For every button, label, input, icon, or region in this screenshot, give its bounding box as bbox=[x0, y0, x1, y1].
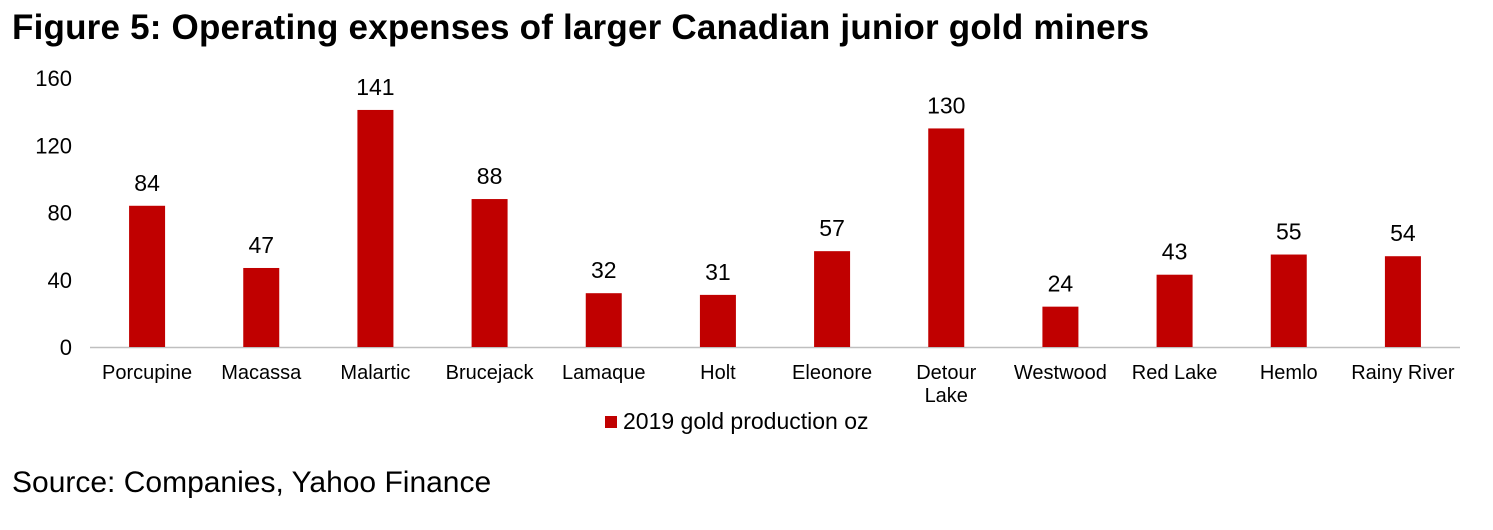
value-labels: 84 47 141 88 32 31 57 130 24 43 55 54 bbox=[134, 74, 1416, 297]
bar-value-label: 84 bbox=[134, 170, 160, 196]
x-tick-label: Hemlo bbox=[1260, 362, 1318, 384]
y-tick-label: 0 bbox=[60, 335, 72, 360]
bar bbox=[1270, 254, 1307, 347]
x-tick-label: Lake bbox=[925, 385, 968, 407]
figure-source: Source: Companies, Yahoo Finance bbox=[12, 466, 492, 499]
bar-chart: 0 40 80 120 160 84 47 141 88 32 31 57 130 24 43 55 54 P… bbox=[35, 66, 1460, 434]
y-tick-label: 80 bbox=[48, 201, 72, 226]
y-tick-label: 120 bbox=[35, 133, 72, 158]
bar bbox=[928, 128, 965, 347]
x-tick-label: Macassa bbox=[221, 362, 302, 384]
bar bbox=[585, 293, 622, 347]
bar-value-label: 43 bbox=[1162, 239, 1188, 265]
x-tick-label: Brucejack bbox=[446, 362, 535, 384]
y-tick-label: 40 bbox=[48, 268, 72, 293]
x-tick-label: Holt bbox=[700, 362, 736, 384]
x-tick-label: Westwood bbox=[1014, 362, 1107, 384]
bar bbox=[699, 294, 736, 347]
x-tick-label: Detour bbox=[916, 362, 976, 384]
y-axis-labels: 0 40 80 120 160 bbox=[35, 66, 72, 360]
x-tick-label: Red Lake bbox=[1132, 362, 1218, 384]
bar-value-label: 141 bbox=[356, 74, 394, 100]
y-tick-label: 160 bbox=[35, 66, 72, 91]
x-tick-label: Eleonore bbox=[792, 362, 872, 384]
x-tick-label: Malartic bbox=[340, 362, 410, 384]
bar bbox=[1156, 274, 1193, 347]
bar bbox=[471, 199, 508, 347]
bars bbox=[129, 109, 1421, 347]
bar bbox=[814, 251, 851, 347]
x-tick-label: Rainy River bbox=[1351, 362, 1455, 384]
bar-value-label: 88 bbox=[477, 163, 503, 189]
legend-label: 2019 gold production oz bbox=[623, 408, 869, 434]
bar-value-label: 32 bbox=[591, 257, 617, 283]
bar-value-label: 130 bbox=[927, 92, 965, 118]
bar-value-label: 31 bbox=[705, 259, 731, 285]
bar-value-label: 54 bbox=[1390, 220, 1416, 246]
legend-swatch bbox=[605, 416, 617, 428]
figure-title: Figure 5: Operating expenses of larger C… bbox=[12, 8, 1150, 47]
bar bbox=[1384, 256, 1421, 347]
x-axis-labels: Porcupine Macassa Malartic Brucejack Lamaque… bbox=[102, 362, 1455, 407]
legend: 2019 gold production oz bbox=[605, 408, 869, 434]
bar bbox=[129, 205, 166, 347]
x-tick-label: Lamaque bbox=[562, 362, 645, 384]
bar-value-label: 47 bbox=[248, 232, 274, 258]
x-tick-label: Porcupine bbox=[102, 362, 192, 384]
bar bbox=[357, 109, 394, 347]
bar bbox=[1042, 306, 1079, 347]
bar-value-label: 55 bbox=[1276, 219, 1302, 245]
bar-value-label: 24 bbox=[1048, 271, 1074, 297]
bar bbox=[243, 267, 280, 347]
bar-value-label: 57 bbox=[819, 215, 845, 241]
